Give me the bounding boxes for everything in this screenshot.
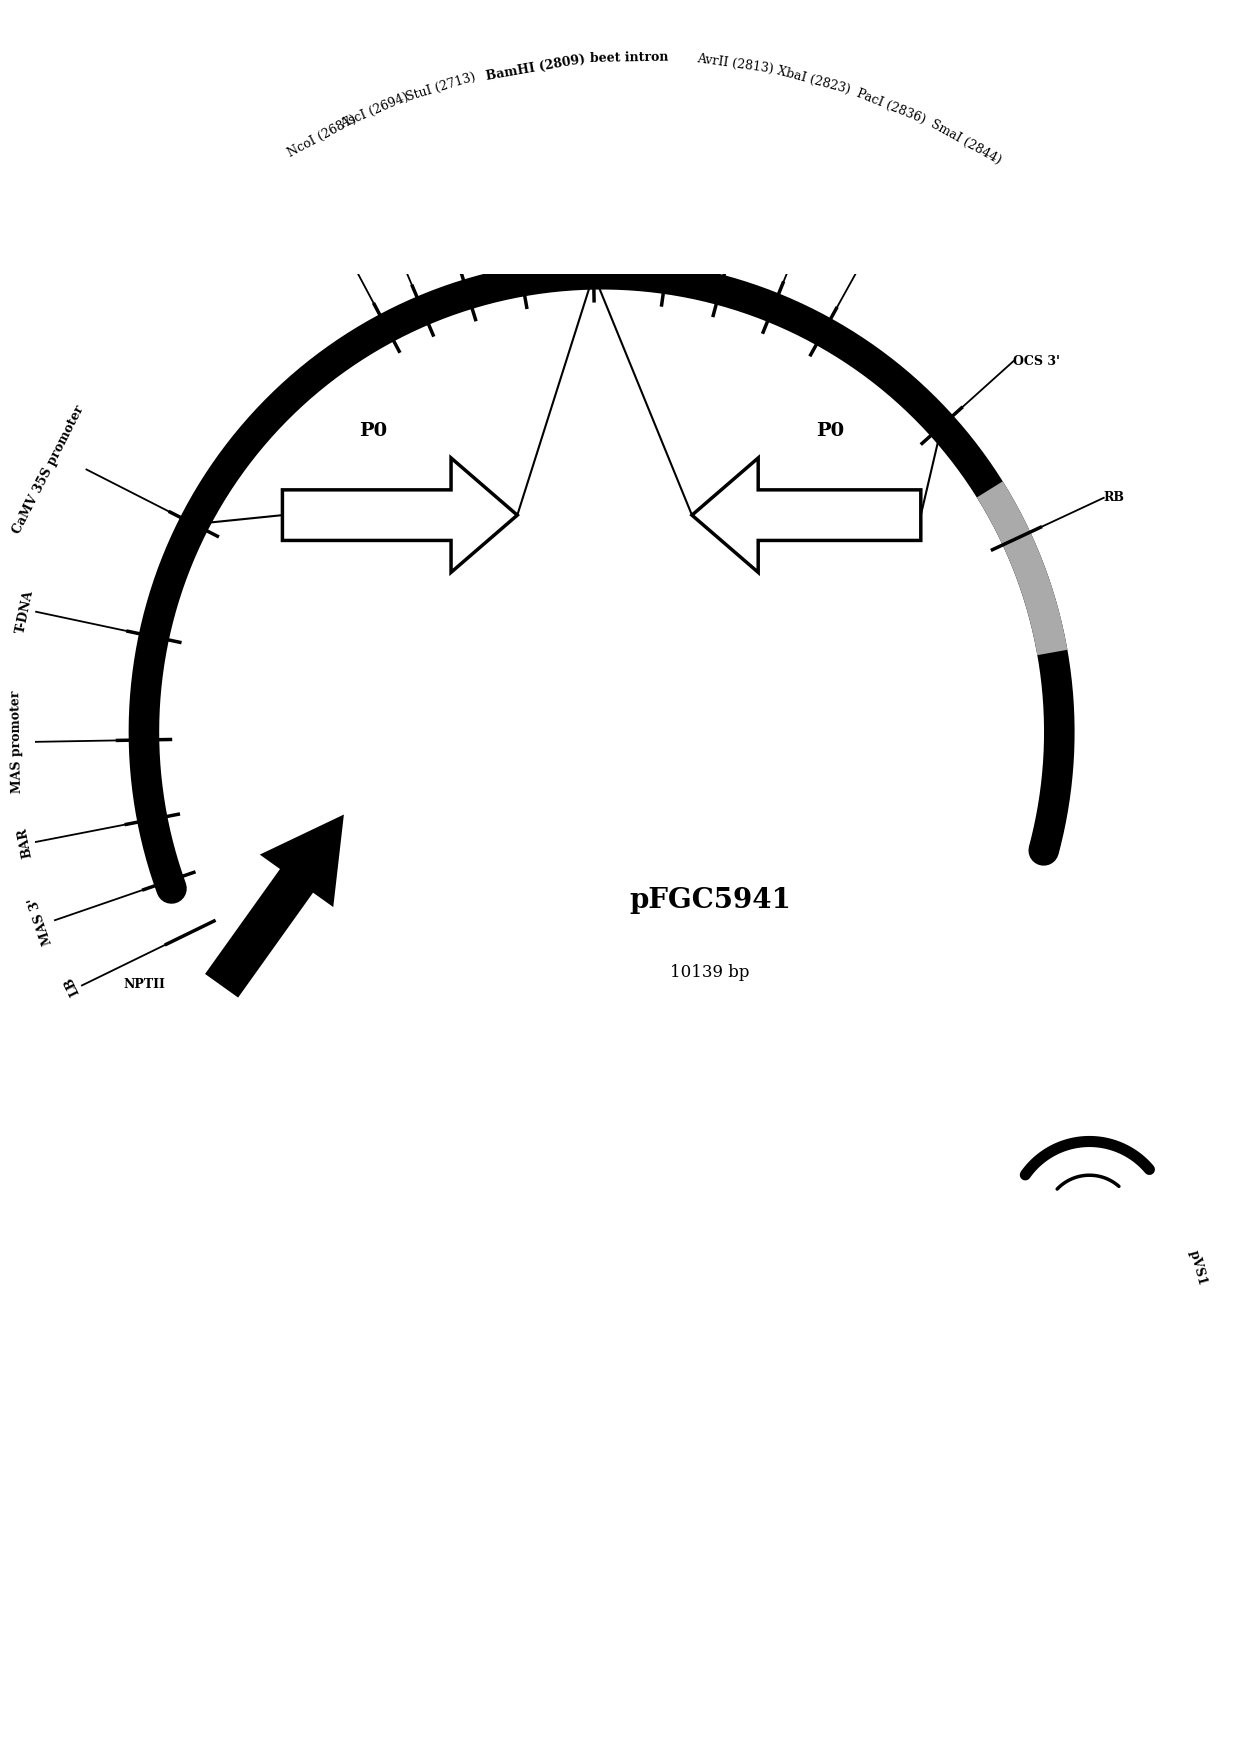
Text: AvrII (2813): AvrII (2813): [696, 53, 774, 75]
Text: CaMV 35S promoter: CaMV 35S promoter: [10, 403, 87, 536]
Text: StuI (2713): StuI (2713): [404, 70, 477, 103]
Text: NPTII: NPTII: [123, 978, 165, 992]
Text: XbaI (2823): XbaI (2823): [776, 65, 852, 96]
Text: NcoI (2687): NcoI (2687): [285, 112, 358, 160]
FancyArrow shape: [692, 458, 921, 573]
Text: BAR: BAR: [15, 826, 33, 859]
Text: 10139 bp: 10139 bp: [671, 964, 750, 982]
Text: PacI (2836): PacI (2836): [854, 88, 928, 126]
Text: AscI (2694): AscI (2694): [339, 91, 410, 131]
Text: RB: RB: [1104, 491, 1125, 505]
Text: BamHI (2809): BamHI (2809): [485, 53, 587, 82]
FancyArrow shape: [207, 817, 342, 996]
Text: pVS1: pVS1: [1187, 1248, 1209, 1287]
Text: SmaI (2844): SmaI (2844): [929, 117, 1003, 167]
Text: pFGC5941: pFGC5941: [629, 887, 791, 913]
Text: OCS 3': OCS 3': [1013, 354, 1060, 368]
Text: MAS promoter: MAS promoter: [9, 691, 24, 794]
Text: P0: P0: [816, 422, 844, 440]
Text: P0: P0: [358, 422, 387, 440]
Text: T-DNA: T-DNA: [14, 589, 36, 635]
FancyArrow shape: [283, 458, 517, 573]
Text: beet intron: beet intron: [590, 51, 668, 65]
Text: LB: LB: [62, 975, 82, 997]
Text: MAS 3': MAS 3': [26, 894, 55, 947]
